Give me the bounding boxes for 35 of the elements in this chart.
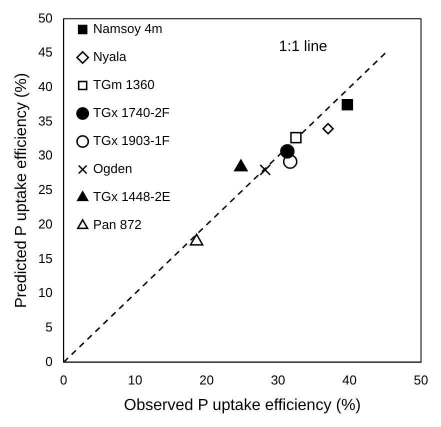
x-tick-label: 0 [60, 372, 68, 388]
x-tick-label: 50 [414, 372, 428, 388]
legend-label: Pan 872 [93, 217, 142, 232]
legend-label: TGm 1360 [93, 77, 155, 92]
y-tick-label: 0 [45, 354, 53, 369]
y-tick-label: 35 [38, 113, 53, 128]
point [280, 144, 295, 159]
legend-label: TGx 1903-1F [93, 133, 170, 148]
y-tick-label: 15 [38, 250, 53, 266]
point [234, 159, 248, 172]
legend-label: Nyala [93, 49, 128, 64]
y-axis-title: Predicted P uptake efficiency (%) [13, 72, 30, 308]
x-axis-title: Observed P uptake efficiency (%) [124, 396, 361, 414]
y-tick-label: 10 [38, 285, 53, 300]
y-tick-label: 50 [38, 10, 53, 26]
y-tick-label: 25 [38, 182, 53, 198]
point [342, 98, 354, 110]
legend-label: TGx 1448-2E [93, 189, 171, 204]
point [290, 132, 302, 144]
y-tick-label: 30 [38, 148, 53, 163]
y-tick-label: 45 [38, 44, 53, 60]
point [260, 164, 271, 176]
legend-label: Ogden [93, 161, 132, 176]
y-tick-label: 20 [38, 216, 53, 232]
y-tick-label: 5 [45, 319, 53, 334]
point [322, 122, 334, 134]
x-tick-label: 20 [199, 372, 214, 388]
legend-label: Namsoy 4m [93, 21, 163, 36]
legend-label: TGx 1740-2F [93, 105, 170, 120]
x-tick-label: 30 [270, 372, 286, 388]
point [190, 234, 204, 246]
x-tick-label: 40 [342, 372, 357, 388]
y-tick-label: 40 [38, 79, 53, 94]
annotation: 1:1 line [278, 38, 328, 55]
x-tick-label: 10 [128, 372, 142, 388]
